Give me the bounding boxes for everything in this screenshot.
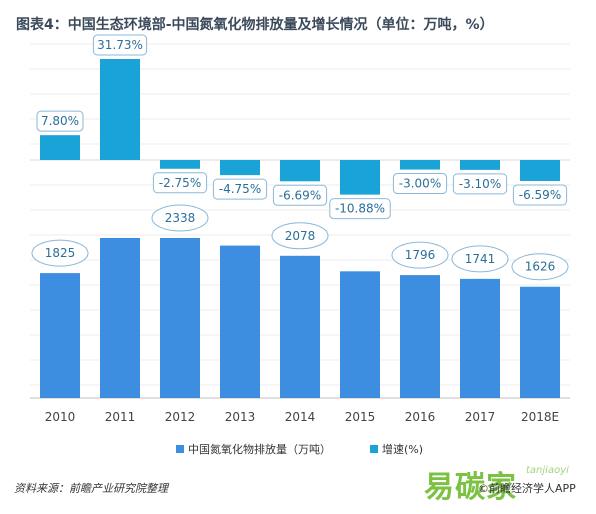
growth-label-box <box>272 184 328 206</box>
volume-data-label: 1741 <box>465 252 496 266</box>
growth-bar <box>460 160 500 170</box>
growth-data-label: -10.88% <box>335 202 385 216</box>
volume-label-bubble <box>151 204 209 232</box>
watermark-logo: 易碳家 <box>424 470 517 505</box>
source-note: 资料来源：前瞻产业研究院整理 <box>14 482 168 495</box>
volume-label-bubble <box>271 222 329 250</box>
x-tick-label: 2014 <box>285 410 316 424</box>
growth-data-label: -3.10% <box>459 177 501 191</box>
growth-bar <box>340 160 380 195</box>
volume-data-label: 1626 <box>525 260 556 274</box>
legend-swatch-growth <box>370 445 378 453</box>
volume-data-label: 2078 <box>285 229 316 243</box>
volume-bar <box>520 286 560 398</box>
growth-bar <box>40 135 80 160</box>
growth-bar <box>280 160 320 182</box>
growth-label-box <box>512 184 568 206</box>
x-tick-label: 2016 <box>405 410 436 424</box>
growth-bar <box>100 59 140 160</box>
growth-data-label: -3.00% <box>399 177 441 191</box>
volume-bar <box>220 245 260 398</box>
growth-label-box <box>212 178 268 200</box>
volume-bar <box>160 238 200 398</box>
legend-label-growth: 增速(%) <box>382 442 423 456</box>
volume-bar <box>100 238 140 398</box>
chart-title: 图表4：中国生态环境部-中国氮氧化物排放量及增长情况（单位：万吨，%） <box>16 17 494 33</box>
volume-data-label: 1825 <box>45 246 76 260</box>
x-tick-label: 2018E <box>521 410 559 424</box>
legend-label-volume: 中国氮氧化物排放量（万吨） <box>188 442 331 456</box>
volume-data-label: 2338 <box>165 211 196 225</box>
growth-label-box <box>92 34 148 56</box>
legend-swatch-volume <box>176 445 184 453</box>
brand-label: ©前瞻经济学人APP <box>478 482 576 495</box>
growth-label-box <box>392 173 448 195</box>
x-tick-label: 2013 <box>225 410 256 424</box>
volume-bar <box>280 255 320 398</box>
volume-bar <box>40 273 80 398</box>
volume-label-bubble <box>451 245 509 273</box>
volume-label-bubble <box>31 239 89 267</box>
growth-bar <box>160 160 200 169</box>
growth-data-label: 7.80% <box>41 114 79 128</box>
growth-bar <box>400 160 440 170</box>
growth-label-box <box>36 110 84 132</box>
x-tick-label: 2015 <box>345 410 376 424</box>
growth-data-label: -2.75% <box>159 176 201 190</box>
volume-bar <box>400 275 440 398</box>
growth-label-box <box>452 173 508 195</box>
volume-label-bubble <box>391 241 449 269</box>
x-tick-label: 2017 <box>465 410 496 424</box>
growth-label-box <box>329 198 391 220</box>
growth-data-label: -6.69% <box>279 188 321 202</box>
growth-bar <box>520 160 560 181</box>
volume-data-label: 1796 <box>405 248 436 262</box>
x-tick-label: 2011 <box>105 410 136 424</box>
x-tick-label: 2010 <box>45 410 76 424</box>
growth-data-label: -6.59% <box>519 188 561 202</box>
growth-data-label: 31.73% <box>97 38 143 52</box>
x-tick-label: 2012 <box>165 410 196 424</box>
growth-data-label: -4.75% <box>219 182 261 196</box>
growth-bar <box>220 160 260 176</box>
watermark-logo-sub: tanjiaoyi <box>526 465 569 476</box>
volume-bar <box>340 271 380 398</box>
growth-label-box <box>152 172 208 194</box>
volume-label-bubble <box>511 253 569 281</box>
volume-bar <box>460 278 500 398</box>
